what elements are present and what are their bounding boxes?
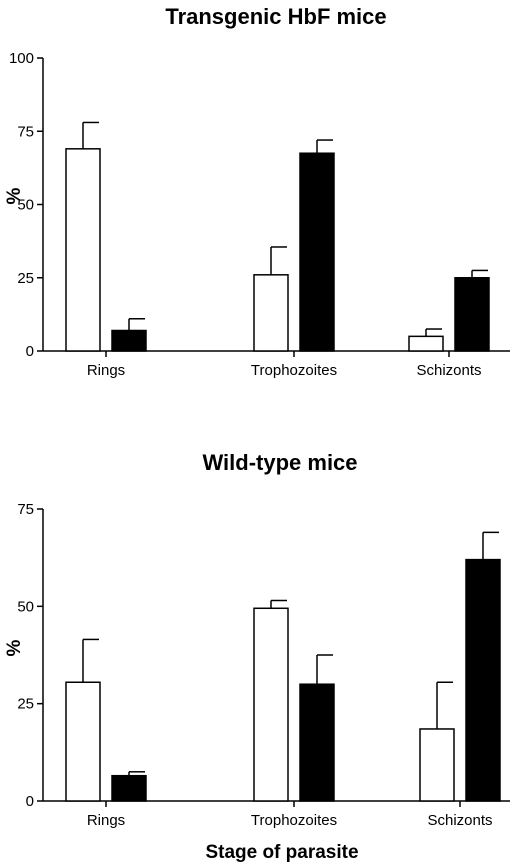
bar-filled-rings — [111, 774, 147, 802]
bar-filled-trophozoites — [299, 152, 335, 352]
y-tick-label: 25 — [17, 270, 34, 287]
y-tick-label: 50 — [17, 197, 34, 214]
category-label: Schizonts — [427, 812, 492, 829]
category-label: Rings — [87, 812, 125, 829]
y-tick-label: 0 — [26, 343, 34, 360]
y-axis-label: % — [4, 639, 25, 656]
bar-open-trophozoites — [253, 274, 289, 352]
category-label: Trophozoites — [251, 362, 337, 379]
bar-open-rings — [65, 681, 101, 802]
plot-area: 0 25 50 75 100 Rings Trophozoites Schizonts — [9, 50, 510, 379]
plot-area: 0 25 50 75 Rings Trophozoites Schizonts — [17, 501, 510, 829]
y-tick-label: 75 — [17, 123, 34, 140]
y-axis-label: % — [4, 187, 25, 204]
category-label: Schizonts — [416, 362, 481, 379]
chart-title: Transgenic HbF mice — [165, 4, 386, 29]
bar-open-schizonts — [419, 728, 455, 802]
bar-filled-schizonts — [454, 277, 490, 352]
bar-open-schizonts — [408, 335, 444, 352]
category-label: Rings — [87, 362, 125, 379]
bar-filled-schizonts — [465, 558, 501, 802]
y-tick-label: 25 — [17, 696, 34, 713]
bar-filled-rings — [111, 329, 147, 352]
y-tick-label: 100 — [9, 50, 34, 67]
chart-title: Wild-type mice — [202, 450, 357, 475]
category-label: Trophozoites — [251, 812, 337, 829]
x-axis-label: Stage of parasite — [205, 842, 358, 863]
bar-open-trophozoites — [253, 607, 289, 802]
y-tick-label: 75 — [17, 501, 34, 518]
bar-filled-trophozoites — [299, 683, 335, 802]
chart-transgenic: Transgenic HbF mice % 0 25 50 75 100 Rings Tro… — [4, 4, 510, 379]
y-tick-label: 50 — [17, 598, 34, 615]
chart-wildtype: Wild-type mice % Stage of parasite 0 25 50… — [4, 450, 510, 863]
y-tick-label: 0 — [26, 793, 34, 810]
bar-open-rings — [65, 148, 101, 352]
